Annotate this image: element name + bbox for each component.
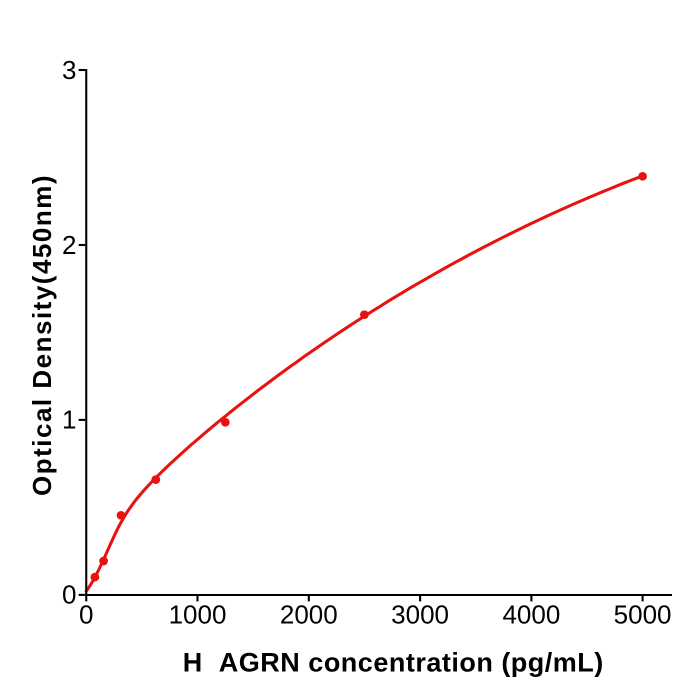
svg-text:0: 0	[62, 580, 76, 610]
svg-text:Optical Density(450nm): Optical Density(450nm)	[27, 174, 57, 496]
svg-text:3: 3	[62, 55, 76, 85]
svg-text:2: 2	[62, 230, 76, 260]
svg-text:1000: 1000	[169, 600, 227, 630]
svg-text:0: 0	[79, 600, 93, 630]
svg-text:1: 1	[62, 405, 76, 435]
svg-text:H AGRN concentration (pg/mL): H AGRN concentration (pg/mL)	[183, 648, 604, 678]
svg-text:3000: 3000	[391, 600, 449, 630]
svg-text:5000: 5000	[614, 600, 672, 630]
svg-text:2000: 2000	[280, 600, 338, 630]
svg-text:4000: 4000	[502, 600, 560, 630]
